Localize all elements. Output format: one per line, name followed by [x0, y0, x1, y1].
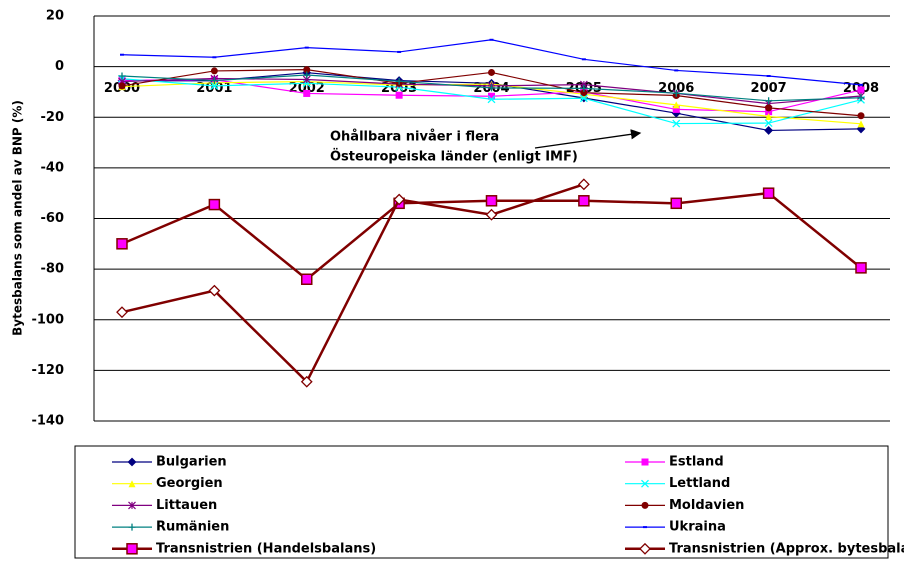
legend-label: Georgien — [156, 476, 223, 491]
marker — [762, 187, 775, 199]
marker — [580, 84, 588, 92]
y-tick-label: -140 — [31, 414, 64, 429]
marker — [128, 501, 136, 510]
marker — [116, 238, 128, 250]
marker — [488, 68, 495, 76]
legend-label: Transnistrien (Handelsbalans) — [156, 541, 376, 556]
legend-box — [74, 445, 889, 559]
marker — [857, 94, 865, 102]
marker — [488, 92, 495, 100]
marker — [303, 66, 311, 74]
marker — [855, 262, 867, 274]
marker — [128, 523, 136, 531]
series-line — [121, 39, 862, 86]
annotation-arrow — [534, 129, 642, 149]
legend-label: Transnistrien (Approx. bytesbalans) — [669, 541, 904, 556]
legend-label: Lettland — [669, 476, 730, 491]
legend-label: Rumänien — [156, 520, 229, 535]
marker — [118, 72, 126, 80]
marker — [210, 67, 218, 75]
marker — [118, 82, 126, 90]
marker — [578, 195, 590, 207]
marker — [128, 480, 136, 488]
marker — [639, 542, 651, 555]
marker — [641, 458, 649, 466]
marker — [670, 197, 682, 210]
marker — [672, 105, 680, 113]
series-line — [121, 183, 585, 384]
marker — [208, 284, 221, 297]
marker — [300, 375, 313, 388]
y-tick-label: -100 — [31, 312, 64, 327]
marker — [672, 119, 681, 128]
marker — [641, 479, 649, 488]
legend-label: Ukraina — [669, 520, 726, 535]
legend-label: Bulgarien — [156, 455, 227, 470]
y-tick-label: -120 — [31, 363, 64, 378]
y-tick-label: -60 — [41, 211, 65, 226]
marker — [395, 77, 403, 85]
marker — [764, 125, 774, 135]
marker — [208, 198, 221, 211]
legend-label: Littauen — [156, 498, 217, 513]
y-axis-label: Bytesbalans som andel av BNP (%) — [11, 100, 25, 336]
marker — [672, 89, 680, 97]
marker — [857, 86, 865, 94]
x-tick-label: 2007 — [751, 81, 787, 96]
y-tick-label: -20 — [41, 110, 65, 125]
marker — [302, 79, 311, 88]
marker — [116, 306, 128, 319]
marker — [126, 543, 138, 555]
legend-label: Estland — [669, 455, 724, 470]
marker — [764, 119, 773, 128]
marker — [488, 84, 495, 92]
marker — [485, 195, 498, 207]
marker — [580, 89, 588, 97]
marker — [210, 77, 218, 85]
marker — [393, 193, 406, 206]
y-tick-label: 20 — [46, 9, 64, 24]
marker — [641, 501, 649, 509]
y-tick-label: -40 — [41, 160, 65, 175]
marker — [487, 95, 496, 104]
annotation: Östeuropeiska länder (enligt IMF) — [330, 149, 578, 165]
marker — [577, 178, 590, 191]
marker — [579, 94, 588, 103]
marker — [485, 208, 498, 221]
legend-label: Moldavien — [669, 498, 744, 513]
marker — [127, 457, 137, 467]
marker — [395, 91, 403, 99]
marker — [857, 112, 865, 120]
marker — [765, 112, 773, 120]
marker — [765, 108, 773, 116]
y-tick-label: -80 — [41, 262, 65, 277]
y-tick-label: 0 — [55, 59, 64, 74]
marker — [303, 89, 311, 97]
annotation: Ohållbara nivåer i flera — [330, 130, 499, 145]
marker — [303, 71, 311, 79]
marker — [672, 101, 680, 109]
marker — [765, 97, 773, 105]
marker — [857, 120, 865, 128]
marker — [301, 273, 313, 285]
marker — [765, 104, 773, 112]
marker — [210, 81, 219, 90]
